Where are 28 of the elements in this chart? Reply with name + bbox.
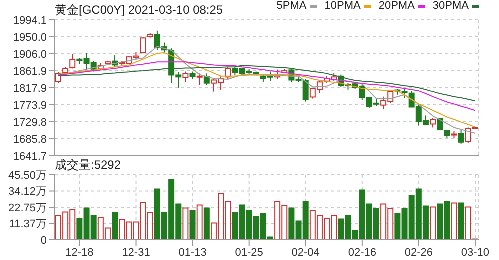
y-tick-label: 1685.8	[13, 134, 47, 146]
y-tick-label: 1950.0	[13, 32, 47, 44]
y-tick-label: 22.75万	[8, 202, 47, 214]
y-tick-label: 1994.1	[13, 14, 47, 27]
y-tick-label: 1641.7	[13, 150, 47, 163]
y-tick-label: 1729.8	[13, 116, 47, 129]
legend-label: 30PMA	[432, 0, 469, 12]
x-tick-label: 12-18	[66, 246, 94, 259]
y-tick-label: 11.37万	[9, 218, 47, 231]
x-tick-label: 02-04	[292, 246, 320, 259]
x-tick-label: 02-26	[404, 246, 434, 259]
x-tick-label: 03-10	[461, 246, 490, 259]
x-tick-label: 01-13	[178, 246, 207, 259]
y-tick-label: 1861.9	[13, 66, 47, 78]
chart-title: 成交量:5292	[55, 157, 122, 174]
legend-label: 10PMA	[324, 0, 361, 12]
legend-label: 20PMA	[378, 0, 415, 12]
legend-label: 5PMA	[276, 0, 307, 12]
x-tick-label: 02-16	[348, 246, 376, 259]
y-tick-label: 34.12万	[8, 186, 47, 198]
x-tick-label: 12-31	[122, 246, 150, 259]
y-tick-label: 1906.0	[13, 48, 47, 61]
y-tick-label: 0	[40, 234, 47, 247]
x-tick-label: 01-25	[235, 246, 264, 259]
chart-title: 黄金[GC00Y] 2021-03-10 08:25	[55, 2, 224, 19]
y-tick-label: 1773.9	[13, 100, 47, 112]
y-tick-label: 45.50万	[8, 170, 47, 182]
y-tick-label: 1817.9	[13, 82, 47, 95]
